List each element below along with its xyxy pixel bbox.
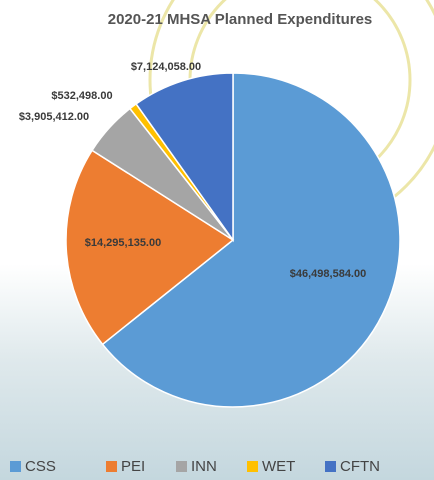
data-label: $532,498.00 — [51, 90, 112, 102]
pie-slice — [101, 72, 401, 408]
legend-swatch — [325, 461, 336, 472]
legend-label: INN — [191, 458, 217, 475]
chart-title: 2020-21 MHSA Planned Expenditures — [108, 11, 373, 28]
legend-swatch — [176, 461, 187, 472]
legend-label: CFTN — [340, 458, 380, 475]
data-label: $46,498,584.00 — [290, 268, 366, 280]
legend-swatch — [106, 461, 117, 472]
data-label: $14,295,135.00 — [85, 237, 161, 249]
pie-slice — [135, 72, 234, 243]
legend-label: WET — [262, 458, 295, 475]
legend-label: CSS — [25, 458, 56, 475]
data-label: $3,905,412.00 — [19, 111, 89, 123]
legend-swatch — [247, 461, 258, 472]
legend-swatch — [10, 461, 21, 472]
pie-slice — [65, 149, 235, 346]
data-label: $7,124,058.00 — [131, 61, 201, 73]
legend-label: PEI — [121, 458, 145, 475]
